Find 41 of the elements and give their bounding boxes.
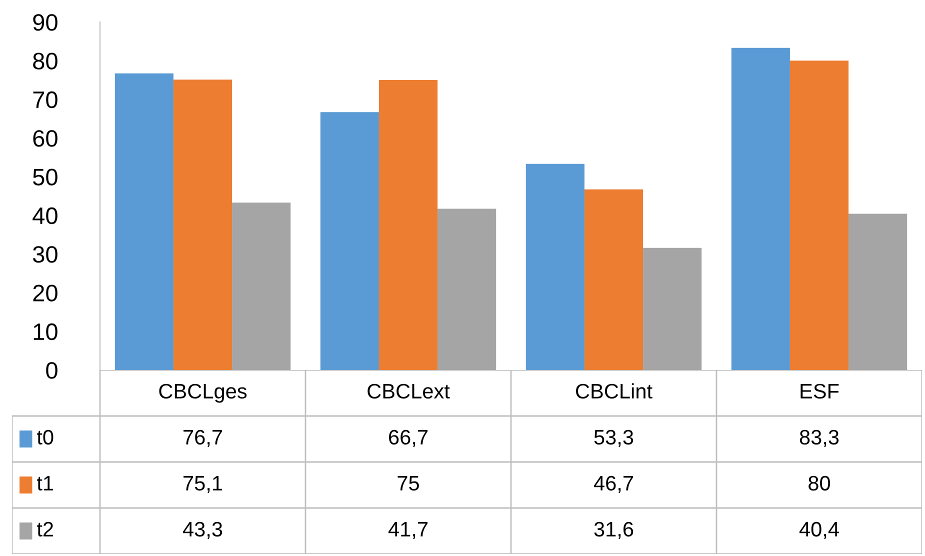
data-label: 66,7 xyxy=(389,430,428,448)
bar xyxy=(232,202,291,370)
data-label: 40,4 xyxy=(799,522,839,540)
bar xyxy=(848,214,908,370)
data-label: 83,3 xyxy=(800,430,839,448)
bar xyxy=(320,112,379,370)
legend-label: t0 xyxy=(36,430,54,445)
bar xyxy=(731,48,790,370)
y-tick-label: 70 xyxy=(33,91,58,108)
bar xyxy=(378,80,438,370)
bar xyxy=(584,189,644,370)
y-tick-label: 20 xyxy=(33,284,58,302)
y-tick-label: 10 xyxy=(34,323,58,340)
x-tick-label: CBCLext xyxy=(368,384,450,399)
y-tick-label: 40 xyxy=(32,207,58,224)
bar xyxy=(114,73,174,370)
x-tick-label: CBCLges xyxy=(159,384,247,403)
data-label: 31,6 xyxy=(594,522,634,540)
bar xyxy=(643,248,702,370)
y-tick-label: 30 xyxy=(32,246,58,263)
data-label: 53,3 xyxy=(594,430,634,448)
y-tick-label: 80 xyxy=(33,52,58,70)
data-label: 80 xyxy=(808,476,830,491)
y-tick-label: 60 xyxy=(33,130,58,147)
x-tick-label: ESF xyxy=(800,384,839,399)
data-label: 41,7 xyxy=(388,522,428,540)
data-label: 46,7 xyxy=(594,476,633,494)
data-label: 75,1 xyxy=(184,476,222,494)
legend-label: t2 xyxy=(36,522,53,537)
y-tick-label: 50 xyxy=(33,168,58,186)
bar xyxy=(438,208,496,370)
bar xyxy=(526,164,584,370)
legend-label: t1 xyxy=(36,476,54,491)
bar xyxy=(173,80,232,370)
x-tick-label: CBCLint xyxy=(576,383,652,399)
bar xyxy=(790,60,849,370)
data-label: 76,7 xyxy=(184,430,222,448)
y-tick-label: 0 xyxy=(46,362,58,379)
data-label: 75 xyxy=(398,476,419,491)
y-tick-label: 90 xyxy=(33,14,58,31)
data-label: 43,3 xyxy=(182,522,222,540)
